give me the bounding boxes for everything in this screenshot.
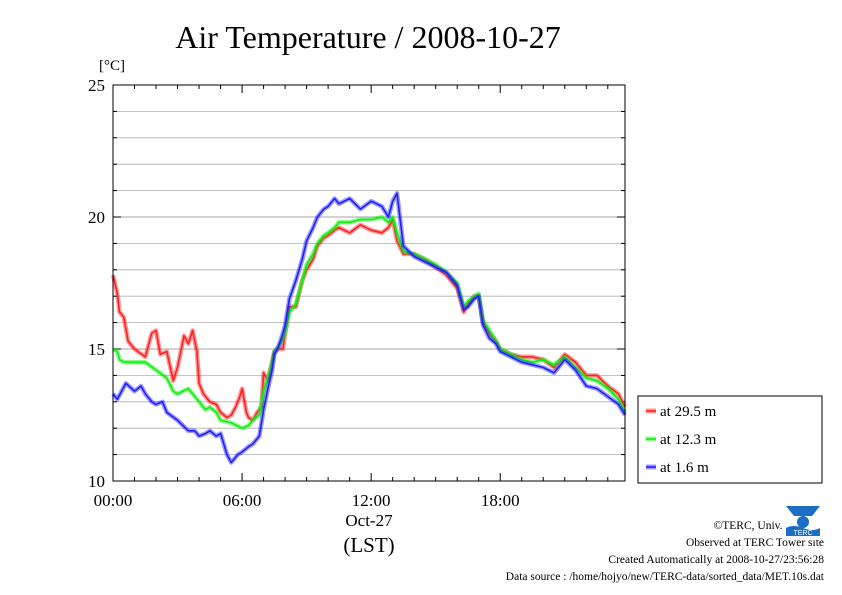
series-line-1 [112,216,626,430]
credit-created: Created Automatically at 2008-10-27/23:5… [608,554,824,566]
x-tick-label: 12:00 [352,491,391,510]
series-line-2 [112,192,626,464]
grid-lines [112,84,625,482]
legend-label: at 1.6 m [660,460,709,476]
x-tick-label: 00:00 [94,491,133,510]
y-tick-label: 10 [88,472,105,491]
legend-box [637,395,823,484]
terc-logo-icon: TERC [782,502,824,540]
credit-data-source: Data source : /home/hojyo/new/TERC-data/… [505,571,824,583]
legend: at 29.5 m at 12.3 m at 1.6 m [637,395,823,484]
x-axis-sublabel: (LST) [343,533,394,557]
y-tick-label: 15 [88,340,105,359]
x-axis-label: Oct-27 [345,511,393,530]
legend-label: at 29.5 m [660,404,717,420]
y-tick-label: 20 [88,208,105,227]
plot-frame [112,84,626,482]
chart-title: Air Temperature / 2008-10-27 [175,19,561,55]
series-lines [110,190,628,465]
y-tick-label: 25 [88,76,105,95]
logo-text: TERC [793,530,812,537]
x-tick-label: 06:00 [223,491,262,510]
series-band-2 [111,190,627,465]
tick-labels: 10 15 20 25 00:00 06:00 12:00 18:00 [88,76,520,510]
credit-observed: Observed at TERC Tower site [685,537,824,549]
x-tick-label: 18:00 [481,491,520,510]
legend-label: at 12.3 m [660,432,717,448]
y-axis-unit-label: [°C] [99,58,125,74]
